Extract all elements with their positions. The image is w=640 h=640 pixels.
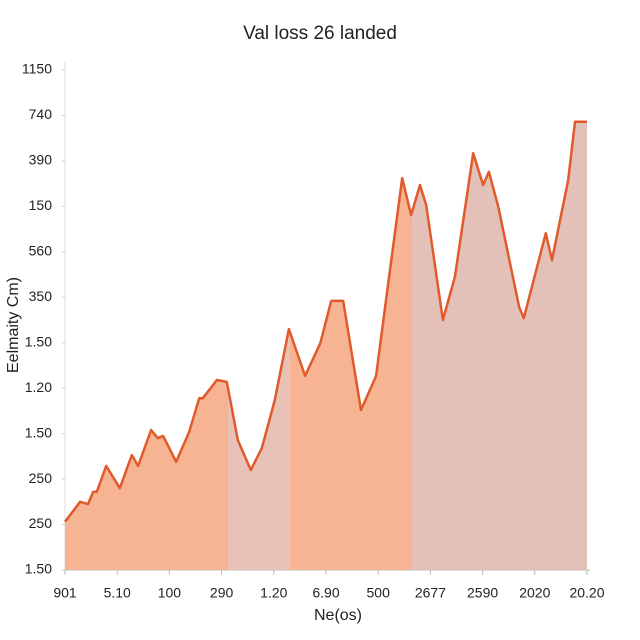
y-tick-label: 1.50 — [25, 424, 52, 440]
x-tick-label: 20.20 — [569, 585, 604, 601]
x-tick-label: 5.10 — [104, 585, 131, 601]
x-tick-label: 901 — [53, 585, 77, 601]
x-tick-label: 2677 — [415, 585, 446, 601]
y-tick-label: 1.50 — [25, 333, 52, 349]
y-tick-label: 560 — [29, 243, 53, 259]
x-tick-label: 500 — [367, 585, 391, 601]
y-tick-label: 390 — [29, 152, 53, 168]
y-tick-label: 250 — [29, 515, 53, 531]
x-tick-label: 2590 — [467, 585, 498, 601]
x-tick-label: 6.90 — [312, 585, 339, 601]
y-tick-label: 1.50 — [25, 561, 52, 577]
y-axis-label: Eelmaity Cm) — [5, 277, 22, 373]
y-tick-label: 1150 — [22, 61, 52, 77]
y-tick-label: 1.20 — [25, 379, 52, 395]
x-tick-label: 100 — [158, 585, 182, 601]
x-tick-label: 290 — [210, 585, 234, 601]
area-fill — [65, 121, 587, 571]
line — [64, 120, 587, 523]
x-tick-label: 1.20 — [260, 585, 287, 601]
chart-title: Val loss 26 landed — [243, 23, 397, 44]
y-tick-label: 250 — [29, 470, 53, 486]
y-tick-label: 150 — [29, 197, 53, 213]
y-tick-label: 350 — [29, 288, 53, 304]
x-tick-label: 2020 — [519, 585, 550, 601]
y-tick-label: 740 — [29, 106, 53, 122]
x-axis-label: Ne(os) — [314, 607, 362, 624]
